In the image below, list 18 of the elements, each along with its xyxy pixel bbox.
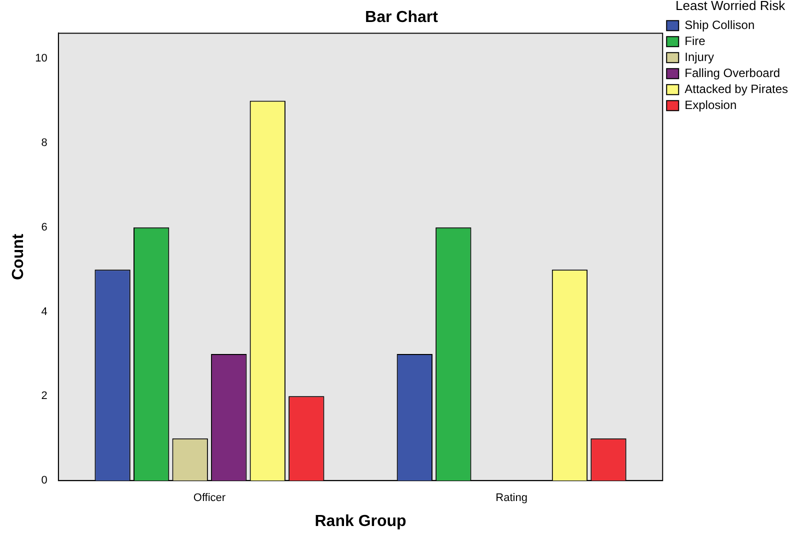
x-tick-label: Rating <box>496 492 528 504</box>
y-tick-label: 6 <box>41 221 48 234</box>
legend-label: Ship Collison <box>684 18 755 32</box>
y-tick-label: 10 <box>35 52 48 65</box>
y-tick-label: 2 <box>41 390 48 402</box>
x-tick-label: Officer <box>193 492 226 504</box>
legend-label: Fire <box>684 34 706 48</box>
legend-label: Injury <box>684 50 714 64</box>
x-axis-title: Rank Group <box>314 512 407 530</box>
y-tick-label: 8 <box>41 136 48 149</box>
y-tick-label: 4 <box>41 306 48 318</box>
legend-title: Least Worried Risk <box>676 0 786 14</box>
y-tick-label: 0 <box>41 474 48 487</box>
legend-label: Explosion <box>684 98 737 112</box>
y-axis-title: Count <box>10 233 28 280</box>
chart-title: Bar Chart <box>365 9 439 26</box>
legend-label: Falling Overboard <box>684 66 780 80</box>
legend-label: Attacked by Pirates <box>684 82 788 96</box>
